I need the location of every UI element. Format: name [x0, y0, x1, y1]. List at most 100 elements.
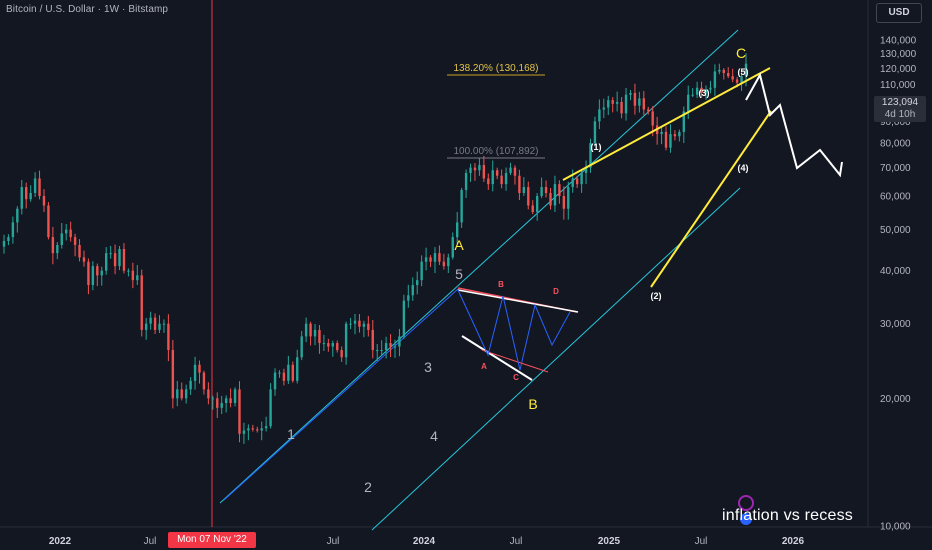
candle-body [140, 275, 143, 330]
candle-body [313, 329, 317, 337]
candle-body [531, 205, 534, 213]
candle-body [318, 329, 321, 344]
candle-body [527, 187, 530, 206]
candle-body [242, 430, 246, 434]
candle-body [309, 323, 312, 337]
candle-body [633, 92, 637, 106]
candle-body [678, 131, 681, 137]
candle-body [562, 196, 566, 209]
candle-body [73, 237, 77, 245]
wave-label: (2) [651, 291, 662, 301]
candle-body [673, 134, 677, 137]
candle-body [367, 323, 370, 330]
candle-body [269, 389, 272, 427]
candle-body [336, 343, 339, 351]
candle-body [695, 87, 699, 95]
candle-body [65, 229, 68, 234]
candle-body [722, 69, 725, 74]
candle-body [91, 266, 95, 286]
candle-body [207, 389, 210, 399]
wave-label: B [528, 396, 537, 412]
candle-body [416, 280, 419, 286]
current-price-value: 123,094 [881, 97, 919, 108]
y-tick-label: 90,000 [880, 117, 911, 128]
wave-label: 5 [455, 266, 463, 282]
candle-body [158, 323, 161, 330]
candle-body [69, 229, 72, 238]
candle-body [509, 167, 512, 173]
candle-body [247, 428, 250, 431]
wedge-lower-line [650, 110, 772, 288]
candle-body [184, 389, 188, 399]
candle-body [216, 398, 219, 408]
candle-body [513, 167, 517, 176]
candle-body [238, 389, 241, 434]
candle-body [180, 389, 183, 399]
candle-body [669, 134, 672, 148]
triangle-white-lower [461, 335, 533, 381]
wave-label: 4 [430, 428, 438, 444]
candle-body [482, 165, 486, 179]
candle-body [438, 253, 441, 262]
candle-body [718, 69, 721, 72]
chart-title: Bitcoin / U.S. Dollar · 1W · Bitstamp [6, 4, 169, 15]
triangle-label: A [481, 362, 487, 371]
candle-body [38, 178, 41, 197]
candle-body [60, 233, 63, 245]
candle-body [615, 101, 619, 104]
wedge-upper-line [562, 67, 771, 181]
currency-button[interactable]: USD [876, 3, 922, 23]
candle-body [82, 257, 86, 262]
candle-body [100, 270, 103, 276]
projection-path [745, 72, 843, 178]
candle-body [518, 175, 521, 193]
candle-body [176, 389, 179, 399]
candle-body [398, 336, 401, 347]
candle-body [451, 237, 454, 258]
wave-label: A [454, 237, 464, 253]
candle-body [273, 372, 277, 390]
candle-body [304, 323, 308, 337]
candle-body [104, 253, 108, 271]
triangle-zigzag [457, 289, 571, 371]
logo-ring-icon [738, 495, 754, 511]
candle-body [478, 165, 481, 171]
x-tick-label: 2024 [413, 536, 436, 547]
candle-body [584, 167, 588, 173]
candle-body [500, 175, 503, 185]
candle-body [331, 343, 334, 347]
candle-body [122, 249, 126, 271]
candle-body [371, 329, 374, 351]
candle-body [580, 172, 583, 185]
candle-body [29, 192, 32, 200]
candle-body [664, 131, 668, 148]
candle-body [429, 257, 432, 262]
candle-body [118, 249, 121, 267]
wave-label: (1) [591, 142, 602, 152]
candle-countdown: 4d 10h [884, 109, 916, 120]
candle-body [607, 100, 610, 108]
candle-body [602, 107, 606, 110]
candle-body [56, 244, 59, 254]
candle-body [402, 300, 406, 337]
x-tick-label: 2026 [782, 536, 805, 547]
y-tick-label: 50,000 [880, 225, 911, 236]
candle-body [433, 253, 437, 262]
candle-body [558, 184, 561, 197]
candle-body [96, 266, 99, 276]
candle-body [651, 111, 654, 126]
candle-body [358, 320, 361, 327]
candle-body [691, 94, 694, 96]
x-tick-label: 2022 [49, 536, 72, 547]
candle-body [127, 270, 130, 272]
candle-body [113, 253, 117, 267]
trend-line [223, 288, 459, 501]
candle-body [256, 429, 259, 431]
candle-body [384, 343, 388, 351]
candle-body [78, 244, 81, 258]
candle-body [504, 172, 508, 185]
candle-body [171, 350, 175, 399]
candle-body [149, 317, 152, 324]
candle-body [593, 121, 597, 144]
